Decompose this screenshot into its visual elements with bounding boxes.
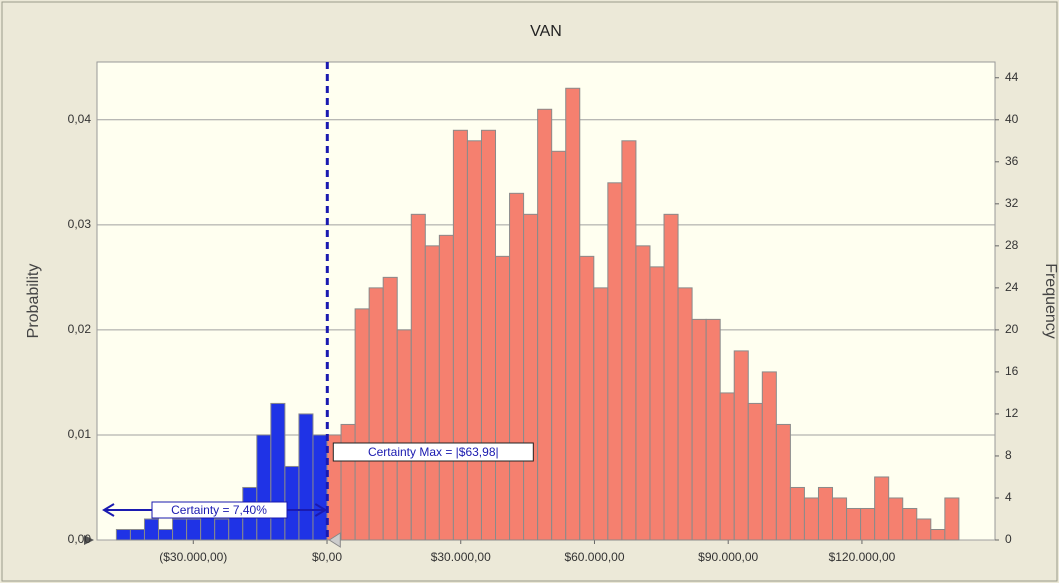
y-axis-label: Probability: [25, 264, 42, 339]
y2-tick-label: 32: [1005, 196, 1019, 210]
bar: [256, 434, 272, 541]
bar: [803, 497, 819, 541]
bar: [747, 402, 763, 541]
bar: [396, 329, 412, 541]
y2-tick-label: 20: [1005, 322, 1019, 336]
bar: [775, 423, 791, 541]
bar: [172, 518, 188, 541]
arrow-head-left: [102, 503, 115, 517]
y2-tick-label: 4: [1005, 490, 1012, 504]
y2-axis-label: Frequency: [1042, 263, 1059, 339]
bar: [565, 87, 581, 541]
x-tick-label: $0,00: [312, 550, 342, 564]
y-tick-label: 0,00: [68, 532, 92, 546]
certainty-max-label: Certainty Max = |$63,98|: [368, 445, 499, 459]
bar: [635, 245, 651, 541]
bar: [270, 402, 286, 541]
bar: [888, 497, 904, 541]
bar: [143, 518, 160, 541]
bar: [312, 434, 328, 541]
bar: [509, 192, 525, 541]
bar: [733, 350, 749, 541]
certainty-label-box: [151, 501, 288, 519]
bar: [368, 287, 384, 541]
left-marker: [84, 535, 94, 545]
bar: [691, 318, 707, 541]
x-tick-label: $120.000,00: [829, 550, 896, 564]
bar: [115, 528, 131, 541]
bar: [860, 507, 876, 541]
y2-tick-label: 8: [1005, 448, 1012, 462]
bar: [551, 150, 567, 541]
bar: [930, 528, 946, 541]
bar: [593, 287, 609, 541]
bar: [607, 182, 623, 541]
y2-tick-label: 0: [1005, 532, 1012, 546]
certainty-label: Certainty = 7,40%: [171, 503, 267, 517]
y2-tick-label: 44: [1005, 70, 1019, 84]
certainty-max-box: [332, 442, 534, 462]
y-tick-label: 0,01: [68, 427, 92, 441]
bar: [944, 497, 960, 541]
bar: [424, 245, 440, 541]
bar: [410, 213, 426, 541]
y2-tick-label: 16: [1005, 364, 1019, 378]
bar: [340, 423, 356, 541]
y2-tick-label: 12: [1005, 406, 1019, 420]
bar: [537, 108, 553, 541]
bar: [495, 255, 511, 541]
y2-tick-label: 40: [1005, 112, 1019, 126]
x-tick-label: $90.000,00: [698, 550, 758, 564]
x-tick-label: $30.000,00: [431, 550, 491, 564]
bar: [480, 129, 497, 541]
bar: [158, 528, 174, 541]
bar: [916, 518, 932, 541]
bar: [186, 518, 202, 541]
bar: [354, 308, 370, 541]
bar: [438, 234, 454, 541]
bar: [761, 371, 777, 541]
arrow-head-right: [314, 503, 328, 517]
x-tick-label: $60.000,00: [564, 550, 624, 564]
bar: [719, 392, 735, 541]
bar: [466, 140, 482, 541]
bar: [663, 213, 679, 541]
bar: [846, 507, 862, 541]
y2-tick-label: 36: [1005, 154, 1019, 168]
chart-title: VAN: [530, 23, 562, 40]
bar: [902, 507, 918, 541]
bar: [677, 287, 693, 541]
bar: [832, 497, 848, 541]
bar: [214, 518, 230, 541]
bar: [621, 140, 637, 541]
x-tick-label: ($30.000,00): [159, 550, 227, 564]
bar: [523, 213, 539, 541]
certainty-marker: [328, 532, 341, 548]
bar: [789, 486, 805, 541]
bar: [129, 528, 145, 541]
bar: [649, 266, 665, 541]
bar: [452, 129, 468, 541]
y-tick-label: 0,04: [68, 112, 92, 126]
y2-tick-label: 28: [1005, 238, 1019, 252]
bar: [579, 255, 595, 541]
bar: [874, 476, 890, 541]
y-tick-label: 0,03: [68, 217, 92, 231]
bar: [705, 318, 721, 541]
y2-tick-label: 24: [1005, 280, 1019, 294]
y-tick-label: 0,02: [68, 322, 92, 336]
bar: [382, 276, 398, 541]
bar: [298, 413, 314, 541]
bar: [817, 486, 834, 541]
